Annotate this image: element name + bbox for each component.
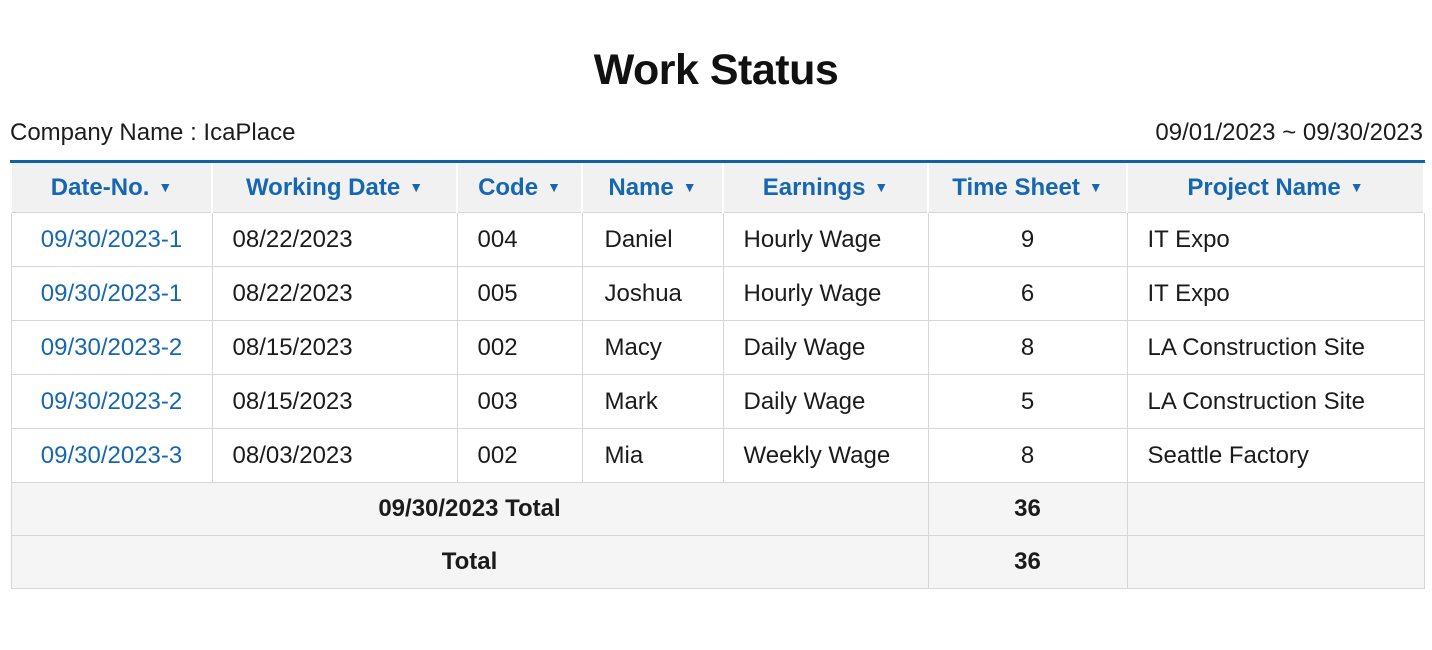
date-no-link[interactable]: 09/30/2023-2 [40, 333, 183, 361]
cell-project-name: IT Expo [1126, 212, 1425, 267]
table-row: 09/30/2023-3 08/03/2023 002 Mia Weekly W… [10, 428, 1425, 483]
subtotal-time-sheet: 36 [927, 482, 1128, 536]
total-row: Total 36 [10, 535, 1425, 589]
cell-date-no: 09/30/2023-3 [10, 428, 213, 483]
cell-date-no: 09/30/2023-1 [10, 266, 213, 321]
sort-down-icon[interactable]: ▼ [1349, 178, 1364, 195]
col-header-code[interactable]: Code ▼ [456, 161, 583, 213]
cell-working-date: 08/15/2023 [211, 374, 458, 429]
company-name-label: Company Name : IcaPlace [10, 119, 296, 146]
cell-project-name: LA Construction Site [1126, 374, 1425, 429]
col-header-earnings-label: Earnings [762, 173, 866, 201]
cell-project-name: IT Expo [1126, 266, 1425, 321]
subtotal-project-empty [1126, 482, 1425, 536]
cell-code: 002 [456, 320, 583, 375]
total-label: Total [10, 535, 929, 589]
cell-project-name: LA Construction Site [1126, 320, 1425, 375]
cell-working-date: 08/15/2023 [211, 320, 458, 375]
cell-working-date: 08/22/2023 [211, 212, 458, 267]
cell-code: 004 [456, 212, 583, 267]
date-range: 09/01/2023 ~ 09/30/2023 [1155, 119, 1423, 146]
meta-row: Company Name : IcaPlace 09/01/2023 ~ 09/… [10, 118, 1423, 148]
subtotal-row: 09/30/2023 Total 36 [10, 482, 1425, 536]
col-header-code-label: Code [478, 173, 539, 201]
col-header-earnings[interactable]: Earnings ▼ [722, 161, 929, 213]
cell-code: 005 [456, 266, 583, 321]
sort-down-icon[interactable]: ▼ [409, 178, 424, 195]
date-no-link[interactable]: 09/30/2023-1 [40, 225, 183, 253]
cell-date-no: 09/30/2023-2 [10, 320, 213, 375]
cell-code: 002 [456, 428, 583, 483]
cell-name: Daniel [581, 212, 724, 267]
cell-earnings: Hourly Wage [722, 212, 929, 267]
cell-name: Macy [581, 320, 724, 375]
cell-project-name: Seattle Factory [1126, 428, 1425, 483]
cell-earnings: Weekly Wage [722, 428, 929, 483]
cell-earnings: Hourly Wage [722, 266, 929, 321]
cell-time-sheet: 8 [927, 320, 1128, 375]
cell-time-sheet: 8 [927, 428, 1128, 483]
date-no-link[interactable]: 09/30/2023-2 [40, 387, 183, 415]
table-row: 09/30/2023-1 08/22/2023 004 Daniel Hourl… [10, 212, 1425, 267]
header-row: Date-No. ▼ Working Date ▼ Code ▼ Name ▼ Earn… [10, 161, 1425, 213]
subtotal-label: 09/30/2023 Total [10, 482, 929, 536]
col-header-date-no[interactable]: Date-No. ▼ [10, 161, 213, 213]
col-header-project-name[interactable]: Project Name ▼ [1126, 161, 1425, 213]
work-status-page: Work Status Company Name : IcaPlace 09/0… [0, 46, 1432, 589]
cell-earnings: Daily Wage [722, 374, 929, 429]
total-time-sheet: 36 [927, 535, 1128, 589]
date-no-link[interactable]: 09/30/2023-1 [40, 279, 183, 307]
sort-down-icon[interactable]: ▼ [547, 178, 561, 195]
sort-down-icon[interactable]: ▼ [158, 178, 173, 195]
cell-time-sheet: 9 [927, 212, 1128, 267]
cell-date-no: 09/30/2023-2 [10, 374, 213, 429]
col-header-time-sheet[interactable]: Time Sheet ▼ [927, 161, 1128, 213]
cell-earnings: Daily Wage [722, 320, 929, 375]
cell-date-no: 09/30/2023-1 [10, 212, 213, 267]
cell-working-date: 08/03/2023 [211, 428, 458, 483]
sort-down-icon[interactable]: ▼ [874, 178, 889, 195]
sort-down-icon[interactable]: ▼ [682, 178, 697, 195]
cell-name: Mark [581, 374, 724, 429]
col-header-date-no-label: Date-No. [50, 173, 150, 201]
col-header-time-sheet-label: Time Sheet [952, 173, 1080, 201]
cell-time-sheet: 5 [927, 374, 1128, 429]
table-row: 09/30/2023-1 08/22/2023 005 Joshua Hourl… [10, 266, 1425, 321]
cell-name: Mia [581, 428, 724, 483]
table-row: 09/30/2023-2 08/15/2023 002 Macy Daily W… [10, 320, 1425, 375]
date-no-link[interactable]: 09/30/2023-3 [40, 441, 183, 469]
col-header-working-date[interactable]: Working Date ▼ [211, 161, 458, 213]
col-header-name-label: Name [608, 173, 674, 201]
col-header-working-date-label: Working Date [245, 173, 401, 201]
col-header-name[interactable]: Name ▼ [581, 161, 724, 213]
work-status-table: Date-No. ▼ Working Date ▼ Code ▼ Name ▼ Earn… [10, 160, 1425, 589]
cell-code: 003 [456, 374, 583, 429]
col-header-project-name-label: Project Name [1187, 173, 1341, 201]
table-row: 09/30/2023-2 08/15/2023 003 Mark Daily W… [10, 374, 1425, 429]
cell-name: Joshua [581, 266, 724, 321]
total-project-empty [1126, 535, 1425, 589]
cell-time-sheet: 6 [927, 266, 1128, 321]
page-title: Work Status [593, 46, 839, 94]
cell-working-date: 08/22/2023 [211, 266, 458, 321]
sort-down-icon[interactable]: ▼ [1088, 178, 1103, 195]
